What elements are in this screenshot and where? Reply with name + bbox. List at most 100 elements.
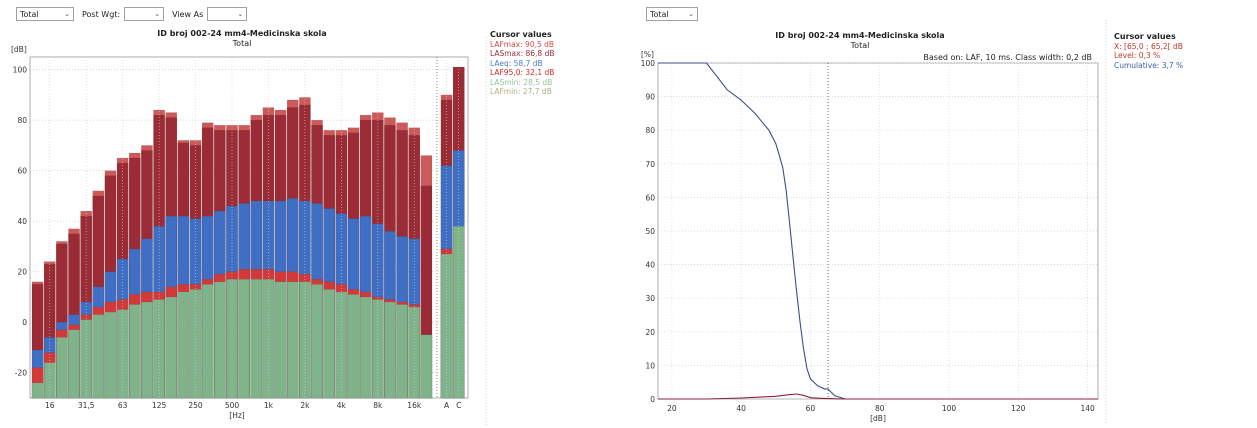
bar-lasmin bbox=[189, 289, 202, 399]
bar-lasmin bbox=[92, 314, 105, 399]
spectrum-chart: -20 0 20 40 60 80 100 [dB] 16 31,5 63 125 250 500 1k 2k… bbox=[11, 37, 487, 425]
post-wgt-label: Post Wgt: bbox=[82, 9, 121, 19]
bar-lasmin bbox=[408, 306, 421, 399]
right-cursor-line: Cumulative: 3,7 % bbox=[1114, 60, 1184, 70]
x-tick-label: 2k bbox=[300, 401, 310, 410]
chevron-down-icon: ⌄ bbox=[237, 10, 244, 18]
bar-lasmin bbox=[165, 296, 178, 399]
cursor-values-header: Cursor values bbox=[1114, 32, 1176, 41]
y-axis-label: [dB] bbox=[11, 45, 27, 54]
bar-lasmin bbox=[43, 362, 56, 399]
series-line-level bbox=[658, 393, 1098, 400]
x-axis-label: [dB] bbox=[870, 414, 886, 423]
right-cursor-line: X: [65,0 ; 65,2[ dB bbox=[1114, 41, 1183, 51]
x-tick-label: 16k bbox=[407, 401, 422, 410]
x-tick-label: 63 bbox=[118, 401, 128, 410]
x-tick-label: 31,5 bbox=[78, 401, 95, 410]
x-tick-label: 8k bbox=[373, 401, 383, 410]
bar-lasmin bbox=[214, 281, 226, 399]
x-tick-label: 140 bbox=[1080, 404, 1095, 413]
left-cursor-line: LAF95,0: 32,1 dB bbox=[490, 68, 555, 77]
x-tick-label: 100 bbox=[942, 404, 957, 413]
bar-lasmin bbox=[420, 334, 433, 399]
total-dropdown-right[interactable]: Total ⌄ bbox=[646, 7, 698, 21]
bar-lasmin bbox=[128, 304, 141, 399]
bar-lasmin bbox=[177, 291, 190, 399]
y-tick-label: 70 bbox=[645, 160, 655, 169]
y-tick-label: 40 bbox=[17, 217, 27, 226]
left-chart-subtitle: Total bbox=[232, 39, 252, 48]
post-wgt-dropdown[interactable]: ⌄ bbox=[124, 7, 165, 21]
y-tick-label: 0 bbox=[22, 318, 27, 327]
x-tick-label: 16 bbox=[45, 401, 55, 410]
y-axis-label: [%] bbox=[641, 50, 654, 59]
y-tick-label: 20 bbox=[645, 328, 655, 337]
bar-lasmin bbox=[359, 296, 372, 399]
right-chart-subtitle: Total bbox=[850, 41, 870, 50]
left-cursor-line: LAFmin: 27,7 dB bbox=[490, 87, 552, 96]
view-as-dropdown[interactable]: ⌄ bbox=[207, 7, 248, 21]
left-cursor-line: LASmax: 86,8 dB bbox=[490, 49, 555, 58]
bar-lasmin bbox=[80, 319, 92, 399]
y-tick-label: 60 bbox=[17, 167, 27, 176]
x-tick-label: 4k bbox=[337, 401, 347, 410]
bar-lasmin bbox=[250, 279, 263, 399]
bar-lasmin bbox=[286, 281, 299, 399]
left-cursor-line: LAFmax: 90,5 dB bbox=[490, 39, 555, 49]
x-tick-label: 40 bbox=[736, 404, 746, 413]
x-tick-label: 80 bbox=[875, 404, 885, 413]
bar-lasmin bbox=[347, 294, 360, 399]
y-tick-label: 80 bbox=[645, 126, 655, 135]
x-tick-label: 1k bbox=[264, 401, 274, 410]
left-cursor-line: LAeq: 58,7 dB bbox=[490, 58, 543, 68]
x-tick-label: 20 bbox=[667, 404, 677, 413]
y-tick-label: 50 bbox=[645, 227, 655, 236]
total-dropdown-value: Total bbox=[650, 9, 669, 19]
y-tick-label: 90 bbox=[645, 93, 655, 102]
based-on-note: Based on: LAF, 10 ms. Class width: 0,2 d… bbox=[923, 53, 1092, 62]
x-tick-label: 120 bbox=[1011, 404, 1026, 413]
series-line-cumulative bbox=[658, 62, 1098, 400]
bar-lasmin bbox=[31, 382, 44, 399]
bar-lasmin bbox=[384, 301, 396, 399]
x-tick-label: 250 bbox=[188, 401, 203, 410]
chevron-down-icon: ⌄ bbox=[64, 10, 70, 18]
y-tick-label: 60 bbox=[645, 193, 655, 202]
bar-lasmin bbox=[141, 301, 153, 399]
y-tick-label: 40 bbox=[645, 261, 655, 270]
total-dropdown-value: Total bbox=[20, 9, 39, 19]
x-tick-label: C bbox=[456, 401, 461, 410]
left-chart-title: ID broj 002-24 mm4-Medicinska skola bbox=[157, 29, 327, 38]
x-axis-label: [Hz] bbox=[229, 411, 245, 420]
right-cursor-values: Cursor values X: [65,0 ; 65,2[ dB Level: … bbox=[1114, 32, 1183, 70]
view-as-label: View As bbox=[172, 9, 204, 19]
total-dropdown-left[interactable]: Total ⌄ bbox=[16, 7, 74, 21]
y-tick-label: 0 bbox=[650, 395, 655, 404]
left-cursor-values: Cursor values LAFmax: 90,5 dB LASmax: 86,… bbox=[490, 30, 554, 97]
y-tick-label: 10 bbox=[645, 361, 655, 370]
bar-lasmin bbox=[396, 304, 408, 399]
right-controls: Total ⌄ bbox=[646, 6, 698, 22]
y-tick-label: -20 bbox=[15, 369, 27, 378]
bar-lasmin bbox=[311, 284, 323, 399]
left-controls: Total ⌄ Post Wgt: ⌄ View As ⌄ bbox=[16, 6, 248, 22]
bar-lasmin bbox=[68, 329, 80, 399]
x-tick-label: A bbox=[444, 401, 450, 410]
chevron-down-icon: ⌄ bbox=[154, 10, 161, 18]
bar-lasmin bbox=[274, 281, 287, 399]
y-tick-label: 20 bbox=[17, 268, 27, 277]
bar-lasmin bbox=[56, 337, 68, 399]
bar-lasmin bbox=[238, 279, 250, 399]
right-chart-title: ID broj 002-24 mm4-Medicinska skola bbox=[775, 31, 945, 40]
y-tick-label: 30 bbox=[645, 294, 655, 303]
bar-lasmin bbox=[323, 289, 336, 399]
x-tick-label: 125 bbox=[152, 401, 167, 410]
plot-frame bbox=[657, 62, 1099, 400]
right-cursor-line: Level: 0,3 % bbox=[1114, 51, 1161, 60]
y-tick-label: 100 bbox=[13, 66, 28, 75]
bar-lasmin bbox=[104, 311, 117, 399]
y-tick-label: 80 bbox=[17, 116, 27, 125]
y-tick-label: 100 bbox=[641, 59, 656, 68]
bar-lasmin bbox=[440, 253, 453, 399]
x-tick-label: 60 bbox=[806, 404, 816, 413]
